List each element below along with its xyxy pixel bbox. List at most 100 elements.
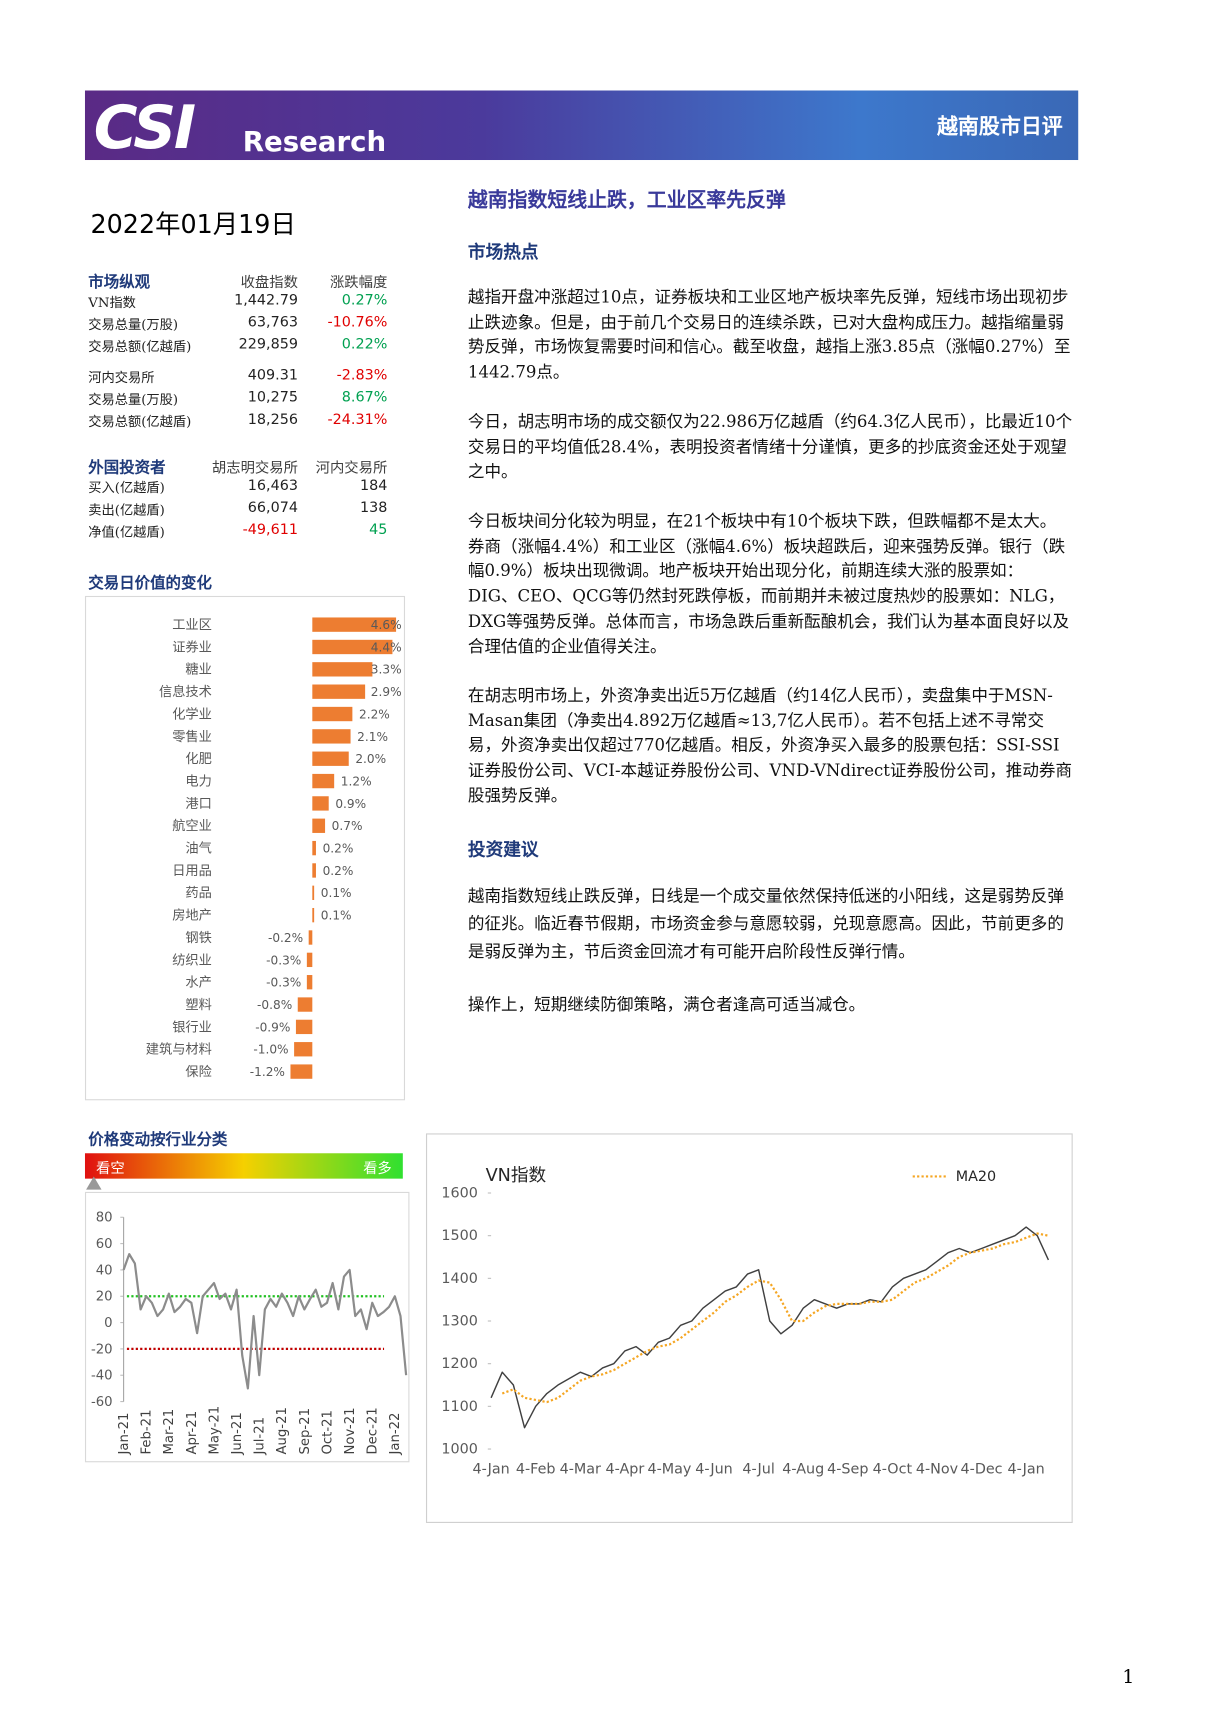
- table-header: 市场纵观: [88, 273, 151, 292]
- row-label: 交易总量(万股): [88, 316, 179, 333]
- category-label: 工业区: [172, 617, 212, 633]
- y-tick-label: -20: [91, 1342, 113, 1357]
- y-tick-label: 1500: [441, 1228, 477, 1244]
- x-tick-label: Mar-21: [162, 1409, 177, 1455]
- category-label: 日用品: [172, 864, 212, 879]
- header-bar: CSI Research 越南股市日评: [84, 90, 1079, 162]
- value-label: -0.3%: [266, 976, 301, 990]
- category-label: 水产: [185, 975, 211, 991]
- paragraph: 操作上，短期继续防御策略，满仓者逢高可适当减仓。: [467, 994, 866, 1015]
- value-label: 0.2%: [323, 842, 354, 856]
- table-value: 0.27%: [341, 292, 388, 310]
- paragraph: 越南指数短线止跌反弹，日线是一个成交量依然保持低迷的小阳线，这是弱势反弹的征兆。…: [467, 886, 1064, 962]
- bar: [312, 840, 316, 856]
- x-tick-label: Apr-21: [185, 1411, 200, 1455]
- bar: [312, 863, 316, 878]
- category-label: 糖业: [185, 662, 211, 678]
- value-label: -1.2%: [250, 1065, 285, 1079]
- value-label: 2.9%: [371, 685, 402, 699]
- bar: [312, 751, 349, 766]
- category-label: 电力: [185, 773, 211, 789]
- chart-title: 价格变动按行业分类: [88, 1131, 228, 1149]
- table-value: -2.83%: [336, 367, 388, 385]
- category-label: 化肥: [185, 751, 211, 767]
- y-tick-label: 1300: [441, 1313, 477, 1329]
- row-label: 交易总额(亿越盾): [88, 338, 192, 355]
- value-label: 0.9%: [335, 797, 366, 811]
- value-label: 2.1%: [357, 730, 388, 744]
- x-tick-label: Sep-21: [298, 1408, 313, 1455]
- x-tick-label: Feb-21: [140, 1409, 155, 1454]
- value-label: 2.0%: [355, 752, 386, 766]
- bar: [312, 706, 353, 722]
- x-tick-label: 4-Aug: [782, 1461, 824, 1477]
- value-label: -1.0%: [253, 1043, 288, 1057]
- x-tick-label: Oct-21: [320, 1410, 335, 1455]
- value-label: -0.9%: [255, 1020, 290, 1034]
- bar: [306, 975, 313, 990]
- table-value: 18,256: [247, 411, 298, 429]
- value-label: 0.1%: [321, 886, 352, 900]
- table-value: -24.31%: [327, 411, 388, 429]
- bar: [312, 773, 335, 789]
- category-label: 信息技术: [159, 683, 212, 700]
- category-label: 航空业: [172, 818, 212, 834]
- value-label: 1.2%: [341, 774, 372, 788]
- table-header: 河内交易所: [315, 460, 388, 477]
- x-tick-label: Aug-21: [275, 1407, 290, 1454]
- bar: [312, 907, 315, 923]
- headline: 越南指数短线止跌，工业区率先反弹: [467, 188, 786, 212]
- chart-frame: [84, 1191, 410, 1463]
- series-line: [501, 1232, 1049, 1404]
- bull-label: 看多: [363, 1160, 392, 1178]
- table-value: 138: [359, 499, 388, 517]
- row-label: 卖出(亿越盾): [88, 502, 165, 518]
- report-date: 2022年01月19日: [90, 210, 296, 240]
- sentiment-gradient: 看空 看多: [84, 1153, 403, 1179]
- table-value: 16,463: [247, 477, 298, 495]
- value-label: 4.4%: [371, 640, 402, 654]
- table-header: 收盘指数: [240, 274, 298, 292]
- y-tick-label: -60: [91, 1395, 113, 1410]
- value-label: -0.3%: [266, 953, 301, 967]
- y-tick-label: 80: [96, 1211, 113, 1226]
- row-label: 净值(亿越盾): [88, 524, 165, 540]
- y-tick-label: 0: [104, 1316, 112, 1331]
- category-label: 房地产: [172, 908, 212, 924]
- value-label: -0.8%: [257, 998, 292, 1012]
- table-value: 184: [359, 477, 388, 495]
- y-tick-label: -40: [91, 1369, 113, 1384]
- category-label: 保险: [185, 1064, 211, 1080]
- category-label: 银行业: [172, 1019, 212, 1035]
- x-tick-label: 4-Jan: [473, 1461, 510, 1477]
- x-tick-label: 4-Oct: [873, 1461, 913, 1477]
- chart-frame: [425, 1133, 1073, 1523]
- series-line: [490, 1226, 1050, 1429]
- table-header: 胡志明交易所: [211, 460, 298, 477]
- bar: [312, 818, 326, 833]
- table-value: 8.67%: [341, 389, 388, 407]
- x-tick-label: 4-Jul: [742, 1461, 774, 1477]
- chart-title: 交易日价值的变化: [88, 574, 212, 593]
- x-tick-label: Jan-22: [388, 1413, 403, 1456]
- x-tick-label: 4-Feb: [516, 1461, 556, 1477]
- bar: [312, 885, 315, 900]
- x-tick-label: 4-Sep: [827, 1461, 868, 1477]
- y-tick-label: 1600: [441, 1185, 477, 1201]
- category-label: 药品: [185, 885, 211, 901]
- bar: [312, 639, 393, 655]
- paragraph: 今日板块间分化较为明显，在21个板块中有10个板块下跌，但跌幅都不是太大。券商（…: [467, 510, 1070, 657]
- category-label: 油气: [185, 841, 211, 857]
- table-value: 63,763: [247, 314, 298, 332]
- page-number: 1: [1122, 1666, 1135, 1689]
- bar: [306, 952, 313, 968]
- legend-label: MA20: [956, 1169, 996, 1185]
- table-value: 409.31: [247, 367, 298, 385]
- bar: [312, 684, 366, 699]
- indicator-marker: [86, 1176, 102, 1190]
- paragraph: 在胡志明市场上，外资净卖出近5万亿越盾（约14亿人民币），卖盘集中于MSN-Ma…: [467, 685, 1073, 806]
- table-value: 1,442.79: [234, 292, 298, 310]
- bar: [308, 930, 313, 945]
- section-title: 投资建议: [467, 838, 539, 860]
